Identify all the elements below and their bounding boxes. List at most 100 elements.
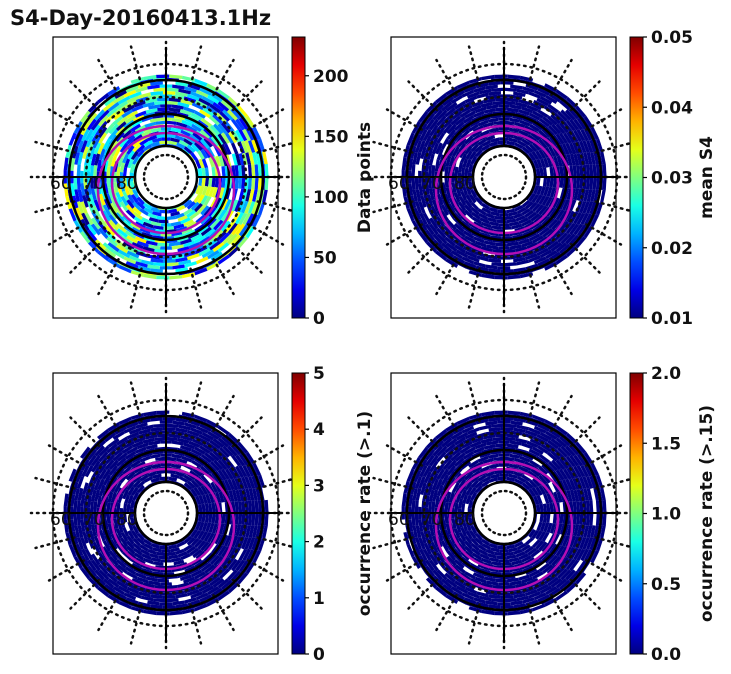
heatmap-cell (130, 123, 141, 132)
heatmap-cell (166, 598, 179, 603)
heatmap-cell (254, 513, 259, 526)
heatmap-cell (459, 526, 467, 537)
heatmap-cell (535, 204, 545, 214)
heatmap-cell (470, 133, 481, 143)
heatmap-cell (202, 107, 215, 117)
heatmap-cell (451, 481, 460, 493)
heatmap-cell (108, 134, 118, 146)
heatmap-cell (531, 150, 540, 160)
heatmap-cell (252, 189, 258, 202)
heatmap-cell (244, 139, 252, 153)
heatmap-cell (508, 211, 519, 217)
heatmap-cell (201, 431, 215, 441)
heatmap-cell (132, 525, 140, 535)
heatmap-cell (586, 189, 593, 203)
heatmap-cell (504, 133, 514, 139)
heatmap-cell (200, 138, 210, 149)
heatmap-cell (190, 487, 199, 497)
heatmap-cell (477, 212, 488, 221)
heatmap-cell (468, 150, 477, 160)
heatmap-cell (247, 500, 253, 513)
heatmap-cell (556, 523, 563, 535)
heatmap-cell (184, 261, 197, 268)
heatmap-cell (77, 525, 84, 539)
heatmap-cell (471, 216, 483, 225)
heatmap-cell (460, 177, 466, 187)
heatmap-cell (477, 119, 489, 127)
heatmap-cell (75, 469, 84, 483)
heatmap-cell (136, 196, 145, 206)
heatmap-cell (528, 201, 538, 211)
heatmap-cell (455, 431, 469, 441)
heatmap-cell (242, 548, 251, 562)
heatmap-cell (181, 411, 196, 418)
heatmap-cell (540, 573, 553, 583)
heatmap-cell (459, 445, 471, 454)
heatmap-cell (200, 195, 209, 206)
heatmap-cell (217, 545, 227, 557)
heatmap-cell (457, 137, 467, 148)
heatmap-cell (488, 221, 500, 227)
heatmap-cell (209, 124, 221, 136)
heatmap-cell (245, 525, 252, 538)
heatmap-cell (102, 474, 112, 486)
heatmap-cell (151, 137, 162, 143)
heatmap-cell (531, 194, 540, 204)
heatmap-cell (132, 143, 142, 153)
heatmap-cell (445, 523, 452, 535)
heatmap-cell (528, 427, 542, 435)
heatmap-cell (465, 194, 473, 204)
heatmap-cell (537, 236, 549, 245)
heatmap-cell (518, 574, 530, 581)
heatmap-cell (432, 489, 439, 502)
heatmap-cell (418, 446, 429, 459)
heatmap-cell (248, 140, 256, 153)
heatmap-cell (535, 150, 543, 160)
colorbar-tick-label: 3 (313, 476, 325, 496)
heatmap-cell (464, 199, 473, 209)
heatmap-cell (428, 217, 439, 230)
heatmap-cell (542, 564, 554, 574)
heatmap-cell (222, 233, 234, 245)
heatmap-cell (569, 559, 580, 572)
heatmap-cell (97, 250, 110, 262)
heatmap-cell (231, 223, 242, 236)
heatmap-cell (517, 543, 527, 551)
heatmap-cell (201, 95, 215, 105)
heatmap-cell (442, 459, 453, 471)
heatmap-cell (516, 88, 530, 95)
heatmap-cell (107, 491, 114, 503)
heatmap-cell (166, 585, 178, 590)
heatmap-cell (426, 147, 434, 160)
heatmap-cell (174, 134, 185, 142)
heatmap-cell (572, 501, 577, 513)
heatmap-cell (80, 494, 86, 507)
heatmap-cell (537, 594, 551, 603)
heatmap-cell (428, 489, 435, 502)
heatmap-cell (245, 128, 255, 141)
heatmap-cell (211, 523, 218, 534)
latitude-label: 70 (83, 510, 105, 530)
heatmap-cell (521, 555, 533, 563)
dotted-latitude-circle (480, 153, 528, 201)
heatmap-cell (465, 530, 473, 540)
heatmap-cell (178, 259, 192, 266)
heatmap-cell (470, 547, 481, 557)
heatmap-cell (573, 153, 580, 166)
heatmap-cell (480, 221, 492, 229)
heatmap-cell (186, 545, 197, 555)
heatmap-cell (537, 258, 551, 267)
heatmap-cell (110, 155, 117, 167)
heatmap-cell (107, 187, 114, 199)
heatmap-cell (192, 131, 203, 141)
heatmap-cell (132, 479, 142, 489)
heatmap-cell (211, 187, 218, 198)
heatmap-cell (170, 127, 182, 133)
heatmap-cell (533, 495, 540, 505)
heatmap-cell (125, 545, 136, 555)
heatmap-cell (510, 84, 523, 90)
heatmap-cell (566, 210, 576, 223)
heatmap-cell (217, 578, 230, 589)
heatmap-cell (573, 465, 582, 478)
heatmap-cell (436, 484, 444, 497)
